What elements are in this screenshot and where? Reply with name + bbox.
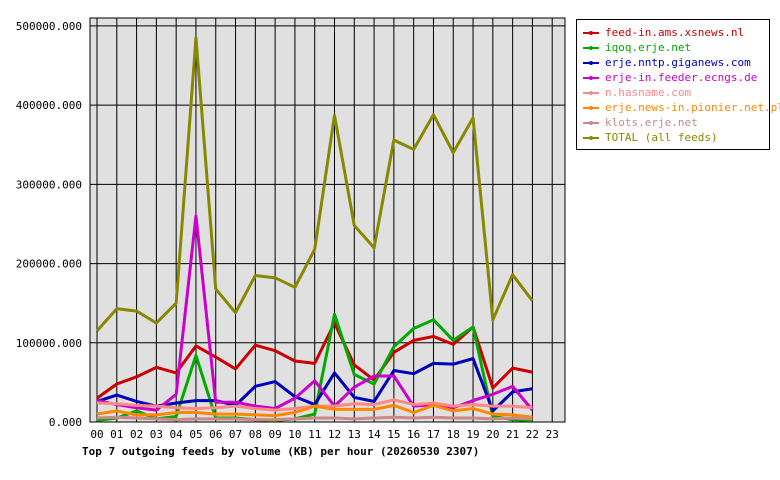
x-tick-label: 14 (367, 428, 381, 441)
y-tick-label: 300000.000 (16, 178, 82, 191)
legend-item: TOTAL (all feeds) (577, 131, 769, 146)
x-tick-label: 10 (288, 428, 301, 441)
x-tick-label: 13 (348, 428, 361, 441)
x-tick-label: 23 (546, 428, 559, 441)
legend-label: erje.nntp.giganews.com (605, 56, 751, 69)
series-line-1 (96, 312, 533, 422)
legend-label: erje-in.feeder.ecngs.de (605, 71, 758, 84)
x-tick-label: 12 (328, 428, 341, 441)
legend-label: klots.erje.net (605, 116, 698, 129)
x-tick-label: 19 (466, 428, 479, 441)
legend-marker (589, 46, 593, 50)
legend-label: erje.news-in.pionier.net.pl (605, 101, 780, 114)
x-tick-label: 09 (269, 428, 282, 441)
series-line-6 (96, 415, 533, 422)
legend-label: iqoq.erje.net (605, 41, 692, 54)
x-tick-label: 07 (229, 428, 242, 441)
chart-legend: feed-in.ams.xsnews.nl iqoq.erje.net erje.n… (576, 19, 780, 150)
legend-item: feed-in.ams.xsnews.nl (577, 26, 769, 41)
x-tick-label: 16 (407, 428, 420, 441)
legend-label: n.hasname.com (605, 86, 692, 99)
x-tick-label: 00 (90, 428, 103, 441)
y-tick-label: 0.000 (49, 416, 82, 429)
x-tick-label: 18 (447, 428, 460, 441)
x-tick-label: 17 (427, 428, 440, 441)
series-line-0 (96, 321, 533, 400)
legend-marker (589, 61, 593, 65)
x-tick-label: 01 (110, 428, 123, 441)
y-tick-label: 400000.000 (16, 99, 82, 112)
x-tick-label: 02 (130, 428, 143, 441)
legend-label: feed-in.ams.xsnews.nl (605, 26, 745, 39)
legend-label: TOTAL (all feeds) (605, 131, 718, 144)
legend-marker (589, 106, 593, 110)
x-tick-label: 04 (170, 428, 184, 441)
x-axis-ticks: 00 01 02 03 04 05 06 07 08 09 10 11 12 13 14 15 16 17 18 19… (90, 428, 558, 441)
x-tick-label: 20 (486, 428, 499, 441)
x-tick-label: 11 (308, 428, 321, 441)
legend-item: iqoq.erje.net (577, 41, 769, 56)
legend-item: erje.nntp.giganews.com (577, 56, 769, 71)
y-tick-label: 200000.000 (16, 258, 82, 271)
legend-marker (589, 31, 593, 35)
series-line-2 (96, 357, 533, 413)
legend-marker (589, 121, 593, 125)
series-line-7 (95, 36, 534, 332)
x-tick-label: 03 (150, 428, 163, 441)
x-tick-label: 15 (387, 428, 400, 441)
plot-area (89, 17, 566, 423)
x-tick-label: 08 (249, 428, 262, 441)
y-tick-label: 100000.000 (16, 337, 82, 350)
legend-marker (589, 136, 593, 140)
legend-marker (589, 91, 593, 95)
x-tick-label: 06 (209, 428, 222, 441)
legend-item: erje-in.feeder.ecngs.de (577, 71, 769, 86)
series-line-5 (96, 403, 533, 419)
grid-lines (90, 18, 565, 423)
legend-item: klots.erje.net (577, 116, 769, 131)
x-tick-label: 21 (506, 428, 519, 441)
legend-marker (589, 76, 593, 80)
x-tick-label: 22 (526, 428, 539, 441)
y-axis-ticks: 0.000 100000.000 200000.000 300000.000 40000… (16, 20, 82, 429)
series-lines (95, 36, 534, 422)
legend-item: n.hasname.com (577, 86, 769, 101)
x-tick-label: 05 (189, 428, 202, 441)
chart-title: Top 7 outgoing feeds by volume (KB) per … (82, 445, 480, 458)
legend-item: erje.news-in.pionier.net.pl (577, 101, 780, 116)
y-tick-label: 500000.000 (16, 20, 82, 33)
